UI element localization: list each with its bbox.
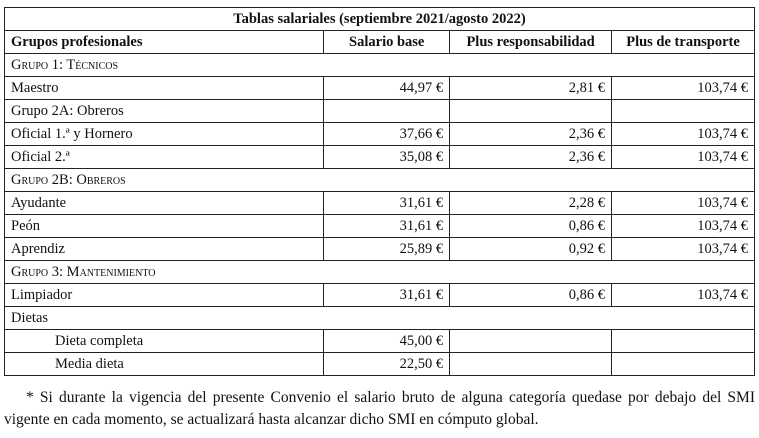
table-cell: 103,74 € xyxy=(611,191,755,215)
table-cell: 2,28 € xyxy=(449,191,613,215)
table-cell xyxy=(611,329,755,353)
table-cell: Limpiador xyxy=(3,283,325,307)
table-row: Ayudante 31,61 €2,28 €103,74 € xyxy=(3,191,755,215)
table-cell: 103,74 € xyxy=(611,214,755,238)
table-cell: Dietas xyxy=(4,306,755,330)
table-row: Oficial 2.ª 35,08 €2,36 €103,74 € xyxy=(3,145,755,169)
table-cell xyxy=(323,99,451,123)
table-row: Grupo 1: Técnicos xyxy=(4,53,755,77)
table-cell: 103,74 € xyxy=(611,76,755,100)
table-cell: 103,74 € xyxy=(611,237,755,261)
table-row: Peón 31,61 €0,86 €103,74 € xyxy=(3,214,755,238)
table-row: Limpiador 31,61 €0,86 €103,74 € xyxy=(3,283,755,307)
table-cell: Ayudante xyxy=(3,191,325,215)
table-cell: Grupo 2B: Obreros xyxy=(4,168,755,192)
header-cell: Plus de transporte xyxy=(611,30,755,54)
header-cell: Grupos profesionales xyxy=(3,30,325,54)
table-cell xyxy=(449,352,613,376)
table-cell: 35,08 € xyxy=(323,145,451,169)
table-row: Grupo 2B: Obreros xyxy=(4,168,755,192)
table-cell: 31,61 € xyxy=(323,283,451,307)
table-cell: Grupo 1: Técnicos xyxy=(4,53,755,77)
table-cell: 37,66 € xyxy=(323,122,451,146)
table-title: Tablas salariales (septiembre 2021/agost… xyxy=(4,7,755,31)
table-cell: 0,86 € xyxy=(449,214,613,238)
table-cell: Grupo 3: Mantenimiento xyxy=(4,260,755,284)
table-row: Dieta completa 45,00 € xyxy=(3,329,755,353)
table-cell: Maestro xyxy=(3,76,325,100)
table-row: Media dieta 22,50 € xyxy=(3,352,755,376)
table-cell: Media dieta xyxy=(3,352,325,376)
footnote: * Si durante la vigencia del presente Co… xyxy=(4,389,755,428)
table-cell xyxy=(611,99,755,123)
table-cell: Dieta completa xyxy=(3,329,325,353)
table-cell: Grupo 2A: Obreros xyxy=(3,99,325,123)
table-cell: 31,61 € xyxy=(323,191,451,215)
table-cell: 103,74 € xyxy=(611,122,755,146)
table-cell: 45,00 € xyxy=(323,329,451,353)
table-cell: 2,36 € xyxy=(449,145,613,169)
table-cell xyxy=(449,99,613,123)
table-row: Oficial 1.ª y Hornero 37,66 €2,36 €103,74… xyxy=(3,122,755,146)
table-cell: 22,50 € xyxy=(323,352,451,376)
table-cell: 31,61 € xyxy=(323,214,451,238)
table-cell: 103,74 € xyxy=(611,283,755,307)
table-cell: Peón xyxy=(3,214,325,238)
table-row: Maestro 44,97 €2,81 €103,74 € xyxy=(3,76,755,100)
table-cell xyxy=(449,329,613,353)
table-cell: Oficial 1.ª y Hornero xyxy=(3,122,325,146)
table-cell: Aprendiz xyxy=(3,237,325,261)
table-body: Grupo 1: Técnicos Maestro 44,97 €2,81 €103… xyxy=(3,53,755,376)
table-row: Grupo 2A: Obreros xyxy=(3,99,755,123)
header-cell: Plus responsabilidad xyxy=(449,30,613,54)
table-row: Grupo 3: Mantenimiento xyxy=(4,260,755,284)
table-cell: 0,86 € xyxy=(449,283,613,307)
table-cell: Oficial 2.ª xyxy=(3,145,325,169)
table-cell: 44,97 € xyxy=(323,76,451,100)
table-row: Aprendiz 25,89 €0,92 €103,74 € xyxy=(3,237,755,261)
table-cell: 2,81 € xyxy=(449,76,613,100)
table-cell: 0,92 € xyxy=(449,237,613,261)
salary-table: Tablas salariales (septiembre 2021/agost… xyxy=(3,7,755,376)
table-cell: 25,89 € xyxy=(323,237,451,261)
table-cell: 2,36 € xyxy=(449,122,613,146)
table-cell xyxy=(611,352,755,376)
header-cell: Salario base xyxy=(323,30,451,54)
table-row: Dietas xyxy=(4,306,755,330)
table-cell: 103,74 € xyxy=(611,145,755,169)
